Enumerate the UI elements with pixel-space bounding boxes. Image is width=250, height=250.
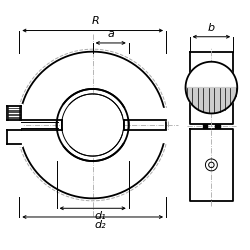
Text: R: R: [91, 16, 99, 26]
Circle shape: [186, 62, 237, 114]
Text: a: a: [107, 29, 114, 39]
Text: d₂: d₂: [94, 220, 106, 230]
Text: d₁: d₁: [94, 211, 106, 221]
Circle shape: [64, 96, 122, 154]
Text: b: b: [208, 23, 215, 33]
Polygon shape: [186, 88, 237, 114]
